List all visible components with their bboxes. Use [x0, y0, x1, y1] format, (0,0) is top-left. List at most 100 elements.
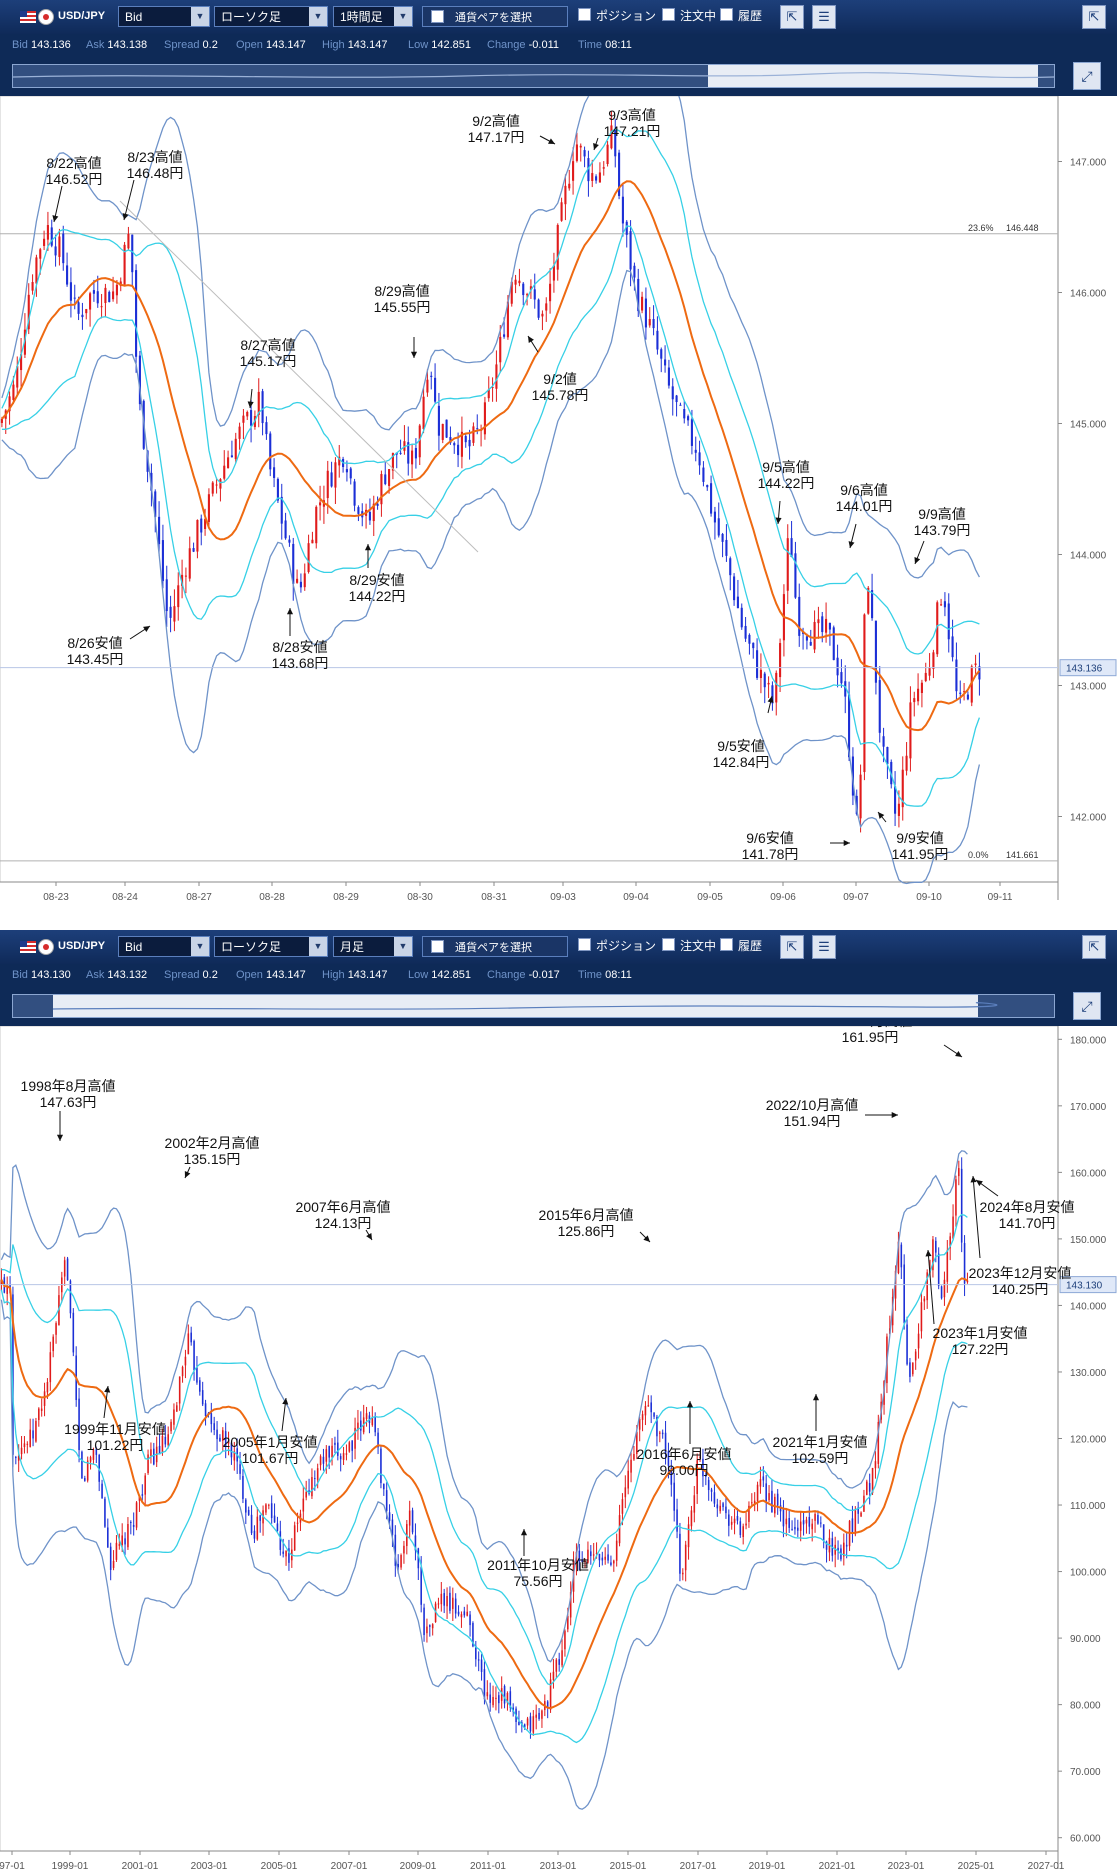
candle [487, 389, 490, 399]
candle [453, 443, 456, 446]
candle [820, 1522, 822, 1524]
candle [710, 483, 713, 514]
current-price-label: 143.136 [1066, 664, 1103, 675]
candle [357, 1422, 359, 1431]
candle [107, 1527, 109, 1548]
candle [529, 1716, 532, 1732]
zoom-icon[interactable]: ⤢ [1073, 992, 1101, 1020]
chevron-down-icon: ▼ [309, 7, 327, 26]
candle [679, 1533, 681, 1574]
annotation-value: 102.59円 [792, 1450, 849, 1466]
orders-checkbox[interactable] [662, 8, 675, 21]
candle [794, 1526, 796, 1530]
annotation-value: 143.79円 [914, 522, 971, 538]
candle [946, 1250, 949, 1282]
candle [882, 736, 885, 747]
candle [66, 1258, 69, 1281]
history-checkbox[interactable] [720, 8, 733, 21]
candle [762, 1476, 765, 1481]
candle [81, 1451, 83, 1479]
candle [326, 470, 329, 499]
navigator-track[interactable] [12, 64, 1055, 88]
settings-list-icon[interactable]: ☰ [812, 5, 836, 29]
candle [284, 520, 287, 539]
candle [591, 173, 594, 181]
annotation-date: 8/22高値 [46, 155, 101, 171]
candle [454, 1598, 457, 1614]
candle [371, 1417, 374, 1426]
select-pair-button[interactable]: 通貨ペアを選択 [422, 6, 568, 27]
annotation-value: 144.22円 [349, 588, 406, 604]
high-value: 143.147 [347, 969, 388, 981]
candle [537, 299, 540, 318]
candle [641, 296, 644, 311]
select-pair-button[interactable]: 通貨ペアを選択 [422, 936, 568, 957]
chart-style-select[interactable]: ローソク足 ▼ [214, 936, 328, 957]
candle [684, 1544, 687, 1571]
candle [629, 231, 632, 270]
candle [199, 1380, 201, 1392]
candle [104, 1498, 106, 1527]
candle [46, 225, 49, 240]
candle [901, 769, 904, 808]
candle [742, 1526, 744, 1537]
candle [403, 1545, 405, 1554]
select-pair-checkbox[interactable] [431, 940, 444, 953]
timeframe-select[interactable]: 1時間足 ▼ [333, 6, 413, 27]
annotation-value: 141.78円 [742, 846, 799, 862]
candle [307, 543, 310, 572]
select-pair-checkbox[interactable] [431, 10, 444, 23]
candle [621, 196, 624, 224]
collapse-icon[interactable]: ⇱ [1082, 5, 1106, 29]
candle [538, 1712, 540, 1719]
candle [273, 467, 276, 478]
candle [132, 1524, 135, 1527]
hourly-candlestick-chart[interactable]: 147.000 146.000 145.000 144.000 143.000 142.0… [0, 96, 1117, 900]
candle [526, 1718, 529, 1726]
candle [670, 1467, 673, 1485]
annotation-date: 2015年6月高値 [539, 1207, 634, 1223]
candle [825, 618, 828, 633]
candle [786, 538, 789, 591]
candle [414, 1535, 417, 1551]
navigator-window[interactable] [53, 995, 978, 1017]
annotation-arrowhead [775, 517, 782, 524]
candle [6, 1286, 8, 1294]
history-checkbox[interactable] [720, 938, 733, 951]
candle [150, 1449, 152, 1456]
orders-checkbox[interactable] [662, 938, 675, 951]
candle [771, 685, 774, 704]
price-type-select[interactable]: Bid ▼ [118, 936, 210, 957]
chart-style-select[interactable]: ローソク足 ▼ [214, 6, 328, 27]
chart-tool-icon[interactable]: ⇱ [780, 5, 804, 29]
monthly-candlestick-chart[interactable]: 180.000 170.000 160.000 150.000 140.000 130.0… [0, 1026, 1117, 1869]
candle [621, 1499, 624, 1514]
zoom-icon[interactable]: ⤢ [1073, 62, 1101, 90]
chart-tool-icon[interactable]: ⇱ [780, 935, 804, 959]
position-checkbox[interactable] [578, 938, 591, 951]
navigator-track[interactable] [12, 994, 1055, 1018]
candle [722, 1503, 724, 1508]
candle [610, 125, 613, 149]
navigator-window[interactable] [708, 65, 1038, 87]
settings-list-icon[interactable]: ☰ [812, 935, 836, 959]
candle [690, 1510, 693, 1527]
price-info-bar: Bid 143.136 Ask 143.138 Spread 0.2 Open … [0, 34, 1117, 56]
candle [452, 1597, 454, 1609]
collapse-icon[interactable]: ⇱ [1082, 935, 1106, 959]
position-checkbox[interactable] [578, 8, 591, 21]
candle [713, 1492, 716, 1504]
position-label: ポジション [596, 939, 657, 953]
candle [702, 1458, 704, 1477]
candle [510, 281, 513, 304]
annotation-arrowhead [52, 215, 59, 222]
candle [250, 1514, 253, 1534]
timeframe-select[interactable]: 月足 ▼ [333, 936, 413, 957]
candle [660, 349, 663, 359]
candle [739, 1521, 742, 1536]
candle [348, 1442, 351, 1452]
annotation-value: 101.22円 [87, 1437, 144, 1453]
price-type-select[interactable]: Bid ▼ [118, 6, 210, 27]
x-tick-label: 2017-01 [680, 1861, 717, 1869]
candle [859, 774, 862, 819]
